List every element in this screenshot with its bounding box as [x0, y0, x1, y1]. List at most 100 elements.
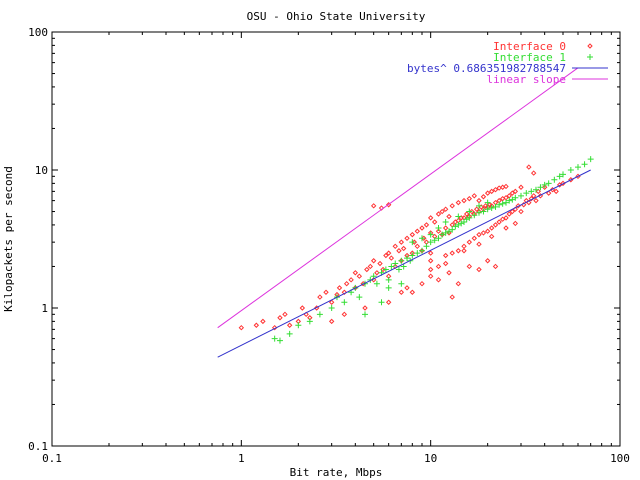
data-point [567, 167, 574, 173]
data-point [374, 270, 380, 276]
data-point [560, 171, 567, 178]
data-point [414, 243, 421, 249]
data-point [427, 215, 434, 221]
data-point [377, 260, 383, 267]
data-point [286, 322, 293, 328]
data-point [411, 239, 418, 245]
data-point [518, 192, 525, 199]
data-point [463, 216, 470, 223]
data-point [587, 156, 594, 163]
data-point [423, 222, 430, 228]
data-point [532, 186, 539, 193]
data-point [446, 230, 452, 236]
data-point [442, 206, 449, 212]
data-point [461, 243, 467, 249]
data-point [409, 289, 416, 295]
data-point [260, 318, 266, 325]
data-point [455, 221, 462, 228]
x-tick-label: 0.1 [42, 452, 62, 465]
data-point [419, 225, 425, 231]
data-point [396, 248, 402, 254]
data-point [551, 176, 558, 183]
data-point [392, 243, 398, 249]
data-point [323, 289, 329, 295]
data-point [461, 218, 468, 225]
data-point [352, 270, 359, 276]
data-point [427, 266, 434, 273]
data-point [553, 188, 559, 195]
data-point [400, 245, 407, 252]
x-tick-label: 10 [424, 452, 437, 465]
data-point [488, 188, 495, 195]
chart-title: OSU - Ohio State University [247, 10, 426, 23]
data-point [385, 250, 392, 256]
data-point [541, 181, 548, 188]
data-point [523, 190, 530, 197]
y-tick-label: 1 [41, 302, 48, 315]
data-point [439, 208, 445, 215]
data-point [271, 335, 278, 342]
data-point [471, 212, 478, 219]
data-point [528, 188, 535, 195]
data-point [496, 201, 503, 208]
data-point [556, 173, 563, 180]
data-point [466, 214, 473, 221]
data-point [404, 285, 410, 291]
data-point [442, 218, 449, 225]
legend-label: Interface 0 [493, 40, 566, 53]
data-point [356, 294, 363, 301]
data-point [484, 228, 491, 234]
data-point [356, 273, 363, 279]
data-point [535, 188, 541, 195]
data-point [435, 224, 442, 231]
data-point [419, 280, 425, 287]
data-point [306, 318, 313, 325]
data-point [466, 239, 473, 245]
data-point [373, 280, 380, 287]
data-point [442, 229, 449, 236]
data-point [488, 205, 495, 212]
data-point [392, 260, 399, 267]
data-point [419, 247, 426, 254]
y-tick-label: 0.1 [28, 440, 48, 453]
data-point [455, 213, 462, 220]
data-point [423, 243, 430, 250]
data-point [446, 228, 453, 235]
data-point [364, 266, 370, 273]
data-point [480, 194, 487, 200]
data-point [388, 255, 395, 261]
data-point [282, 311, 288, 318]
data-point [503, 199, 510, 206]
data-point [343, 280, 350, 287]
data-point [362, 311, 369, 318]
data-point [537, 193, 544, 199]
series-layer [217, 67, 594, 358]
data-point [362, 305, 368, 311]
data-point [484, 206, 491, 213]
data-point [341, 289, 348, 295]
y-tick-label: 10 [35, 164, 48, 177]
data-point [427, 258, 434, 264]
data-point [475, 202, 482, 209]
data-point [455, 199, 462, 206]
data-point [533, 197, 539, 204]
data-point [409, 252, 416, 259]
legend-swatch [587, 54, 593, 60]
data-point [506, 197, 513, 204]
fit-line [217, 67, 579, 329]
data-point [492, 203, 499, 210]
x-tick-label: 1 [238, 452, 245, 465]
data-point [480, 208, 487, 215]
data-point [449, 294, 455, 300]
data-point [409, 239, 416, 246]
data-point [476, 266, 482, 273]
data-point [484, 199, 491, 206]
axis-ticks: 0.1 1 10 100 0.1 1 10 100 [28, 26, 630, 465]
data-point [455, 280, 462, 287]
data-point [512, 220, 519, 227]
data-point [299, 305, 306, 311]
data-point [427, 273, 434, 279]
data-point [512, 188, 519, 195]
data-point [449, 226, 456, 233]
data-point [435, 235, 442, 242]
